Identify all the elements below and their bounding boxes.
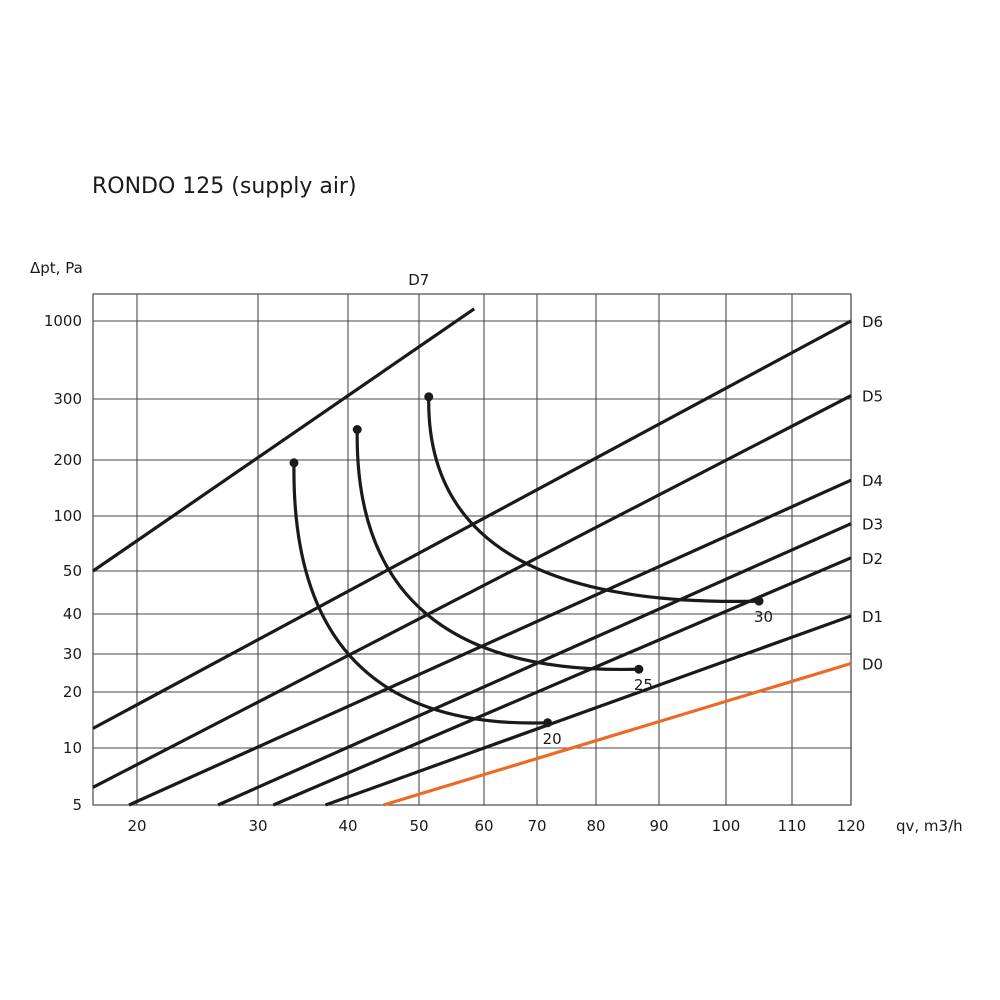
series-label-d0: D0: [862, 656, 883, 674]
selection-curve-25: [355, 429, 639, 671]
y-tick-label: 50: [63, 562, 82, 580]
curve-start-dot: [289, 458, 299, 468]
series-labels: D7 D6 D5 D4 D3 D2 D1 D0: [408, 271, 883, 674]
y-tick-label: 30: [63, 645, 82, 663]
curve-end-dot: [634, 664, 644, 674]
curve-end-dot: [543, 718, 553, 728]
y-tick-label: 300: [53, 390, 82, 408]
selection-curves: 20 25 30: [289, 392, 773, 748]
series-label-d6: D6: [862, 313, 883, 331]
x-tick-label: 20: [127, 817, 146, 835]
curve-label-25: 25: [634, 676, 653, 694]
x-axis-label: qv, m3/h: [896, 817, 963, 835]
selection-curve-20: [292, 462, 548, 725]
y-tick-label: 1000: [44, 312, 82, 330]
series-label-d3: D3: [862, 516, 883, 534]
x-tick-label: 70: [527, 817, 546, 835]
curve-end-dot: [754, 596, 764, 606]
curve-start-dot: [424, 392, 434, 402]
x-tick-label: 40: [338, 817, 357, 835]
x-tick-label: 80: [586, 817, 605, 835]
y-axis-label: Δpt, Pa: [30, 259, 83, 277]
y-tick-label: 10: [63, 739, 82, 757]
series-label-d7: D7: [408, 271, 429, 289]
y-tick-label: 40: [63, 605, 82, 623]
y-tick-label: 5: [72, 796, 82, 814]
series-line-d7: [92, 307, 476, 573]
series-line-d5: [92, 394, 852, 789]
x-tick-label: 100: [712, 817, 741, 835]
curve-label-30: 30: [754, 608, 773, 626]
curve-label-20: 20: [543, 730, 562, 748]
y-tick-label: 200: [53, 451, 82, 469]
series-line-d1: [324, 614, 852, 807]
x-tick-label: 120: [837, 817, 866, 835]
series-lines: [92, 307, 852, 807]
x-tick-label: 30: [248, 817, 267, 835]
selection-curve-30: [427, 396, 760, 603]
series-label-d5: D5: [862, 388, 883, 406]
y-tick-label: 100: [53, 507, 82, 525]
series-label-d2: D2: [862, 550, 883, 568]
x-tick-label: 60: [474, 817, 493, 835]
curve-start-dot: [352, 425, 362, 434]
series-label-d4: D4: [862, 472, 883, 490]
y-tick-label: 20: [63, 683, 82, 701]
tick-labels: 20 30 40 50 60 70 80 90 100 110 120 5 10 20 30 40 50 100 2…: [44, 312, 866, 835]
series-label-d1: D1: [862, 608, 883, 626]
series-line-d2: [272, 556, 852, 807]
series-line-d0: [383, 661, 852, 807]
chart-title: RONDO 125 (supply air): [92, 174, 357, 199]
x-tick-label: 110: [778, 817, 807, 835]
x-tick-label: 50: [409, 817, 428, 835]
series-line-d3: [217, 522, 852, 807]
x-tick-label: 90: [649, 817, 668, 835]
series-line-d4: [128, 478, 852, 807]
